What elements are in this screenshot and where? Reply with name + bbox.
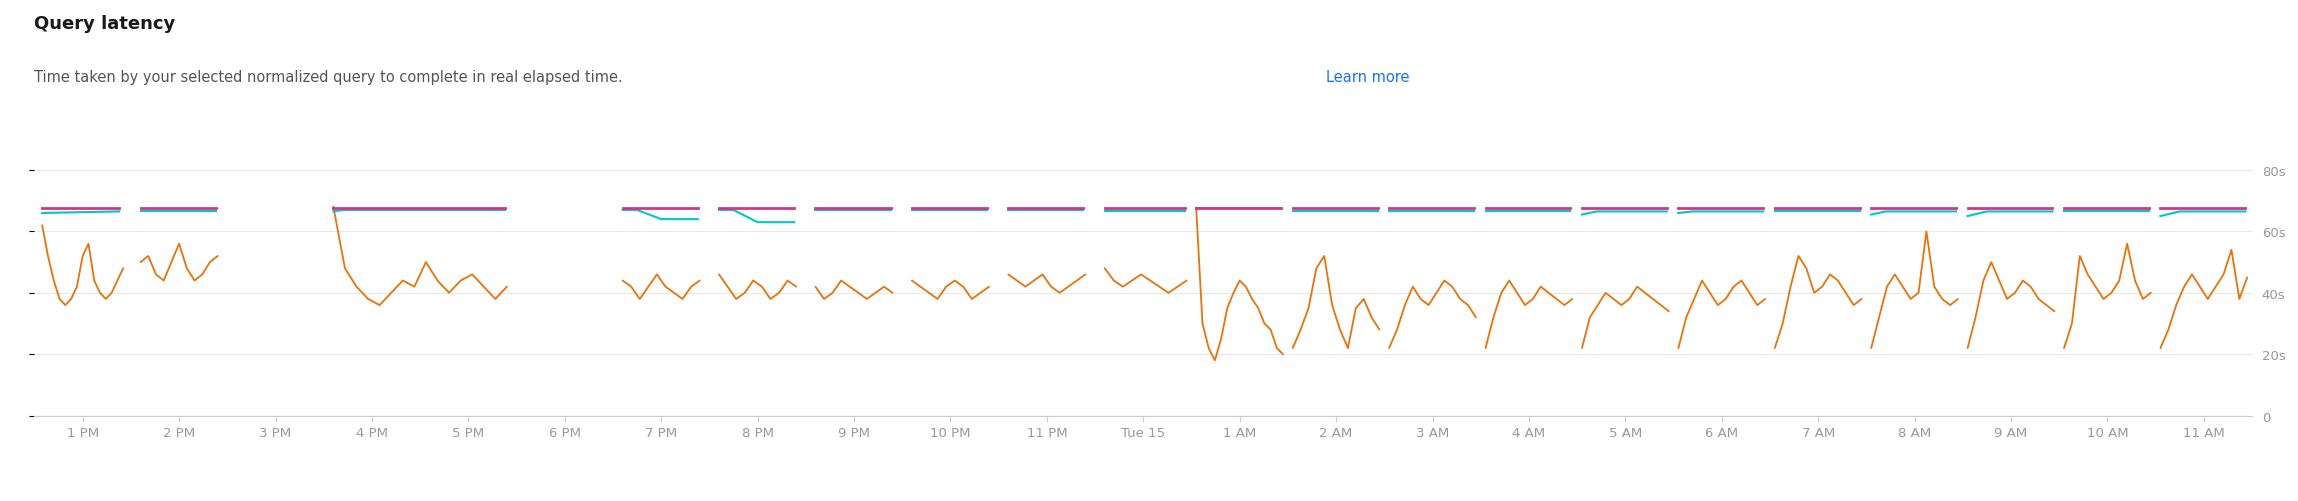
Text: Learn more: Learn more [1326,70,1409,85]
Text: Query latency: Query latency [34,15,175,33]
Legend: 50th percentile: 52.009s, 95th percentile: 67.109s, 99th percentile: 67.109s: 50th percentile: 52.009s, 95th percentil… [41,496,809,501]
Text: Time taken by your selected normalized query to complete in real elapsed time.: Time taken by your selected normalized q… [34,70,627,85]
